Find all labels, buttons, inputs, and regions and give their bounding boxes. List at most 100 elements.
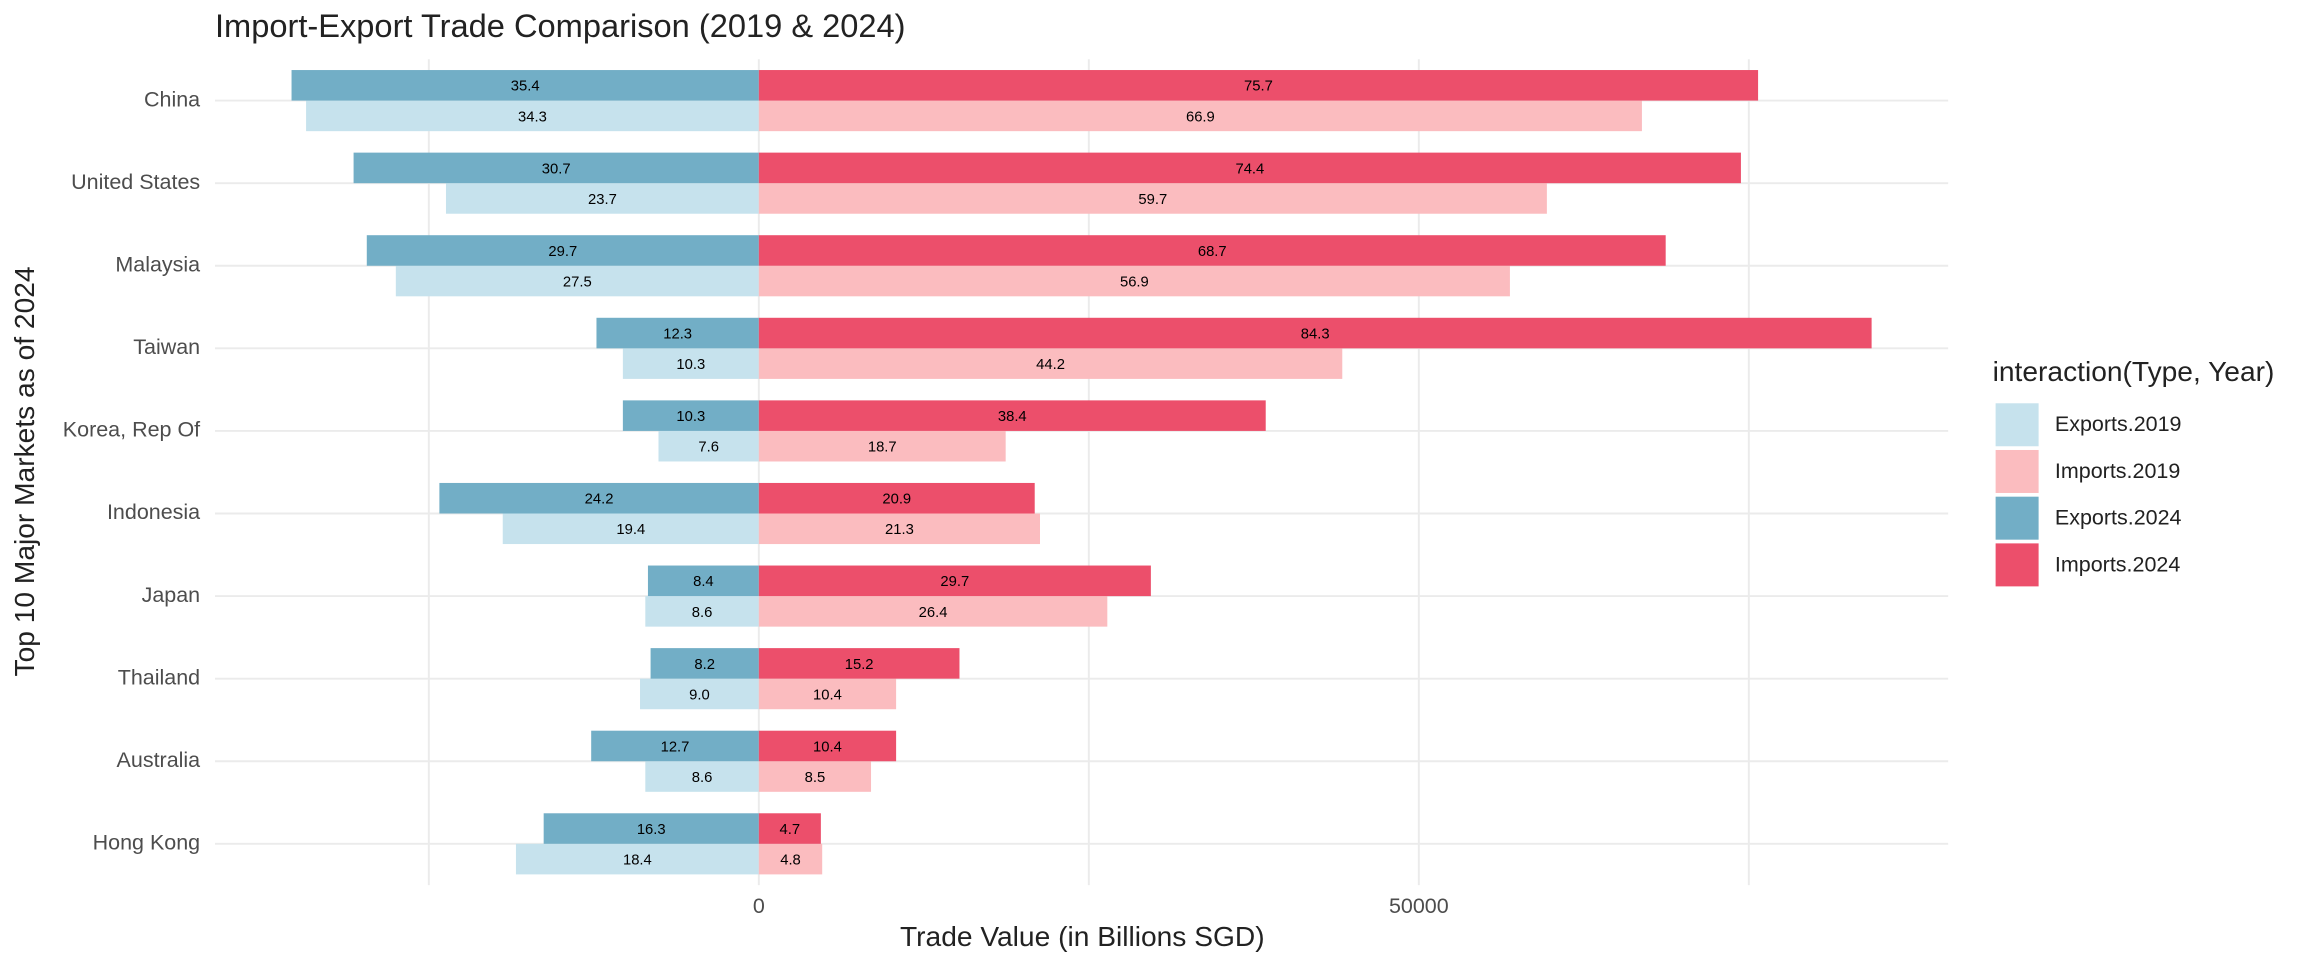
bar — [758, 843, 823, 875]
legend-label: Imports.2024 — [2055, 552, 2180, 576]
legend-key — [1995, 496, 2039, 540]
value-label: 44.2 — [1036, 357, 1065, 373]
bar — [439, 482, 759, 514]
bar — [622, 348, 759, 379]
bar — [640, 678, 759, 710]
value-label: 19.4 — [616, 522, 645, 538]
bar — [758, 482, 1035, 514]
bar — [758, 596, 1108, 627]
value-label: 4.7 — [780, 822, 801, 838]
bar — [758, 235, 1666, 266]
value-label: 75.7 — [1244, 79, 1273, 95]
value-label: 12.3 — [663, 326, 692, 342]
value-label: 4.8 — [780, 853, 801, 869]
bar — [596, 317, 759, 349]
bar — [758, 400, 1266, 431]
bar — [758, 183, 1547, 214]
bar — [645, 761, 759, 792]
value-label: 66.9 — [1186, 109, 1215, 125]
value-label: 27.5 — [563, 274, 592, 290]
value-label: 18.4 — [623, 853, 652, 869]
bar — [366, 235, 759, 266]
bar — [647, 565, 759, 597]
value-label: 29.7 — [940, 574, 969, 590]
bar — [758, 648, 960, 679]
bar — [622, 400, 759, 431]
value-label: 10.4 — [813, 687, 842, 703]
value-label: 10.3 — [676, 357, 705, 373]
y-tick-label: Thailand — [118, 665, 200, 689]
bar — [758, 152, 1741, 184]
value-label: 24.2 — [585, 492, 614, 508]
value-label: 34.3 — [518, 109, 547, 125]
y-axis-label: Top 10 Major Markets as of 2024 — [9, 266, 40, 676]
value-label: 21.3 — [885, 522, 914, 538]
value-label: 8.6 — [692, 605, 713, 621]
bar — [658, 430, 759, 462]
value-label: 74.4 — [1235, 161, 1264, 177]
bar — [395, 265, 759, 297]
value-label: 7.6 — [698, 440, 719, 456]
bar — [645, 596, 759, 627]
bar — [758, 265, 1510, 297]
y-tick-label: Japan — [142, 583, 201, 607]
bar — [306, 100, 759, 132]
bar — [758, 678, 897, 710]
legend-label: Exports.2019 — [2055, 412, 2182, 436]
value-label: 10.4 — [813, 739, 842, 755]
value-label: 35.4 — [511, 79, 540, 95]
value-label: 23.7 — [588, 192, 617, 208]
bar — [758, 430, 1006, 462]
bar — [758, 761, 872, 792]
bar — [502, 513, 759, 545]
y-tick-label: Taiwan — [133, 335, 200, 359]
bar — [758, 565, 1151, 597]
bar — [591, 730, 759, 762]
value-label: 9.0 — [689, 687, 710, 703]
bar — [758, 317, 1872, 349]
x-tick-label: 0 — [753, 894, 765, 918]
value-label: 20.9 — [882, 492, 911, 508]
bar — [758, 70, 1759, 101]
value-label: 56.9 — [1120, 274, 1149, 290]
y-tick-label: Malaysia — [115, 252, 200, 276]
bar — [758, 513, 1040, 545]
bar — [445, 183, 759, 214]
value-label: 30.7 — [542, 161, 571, 177]
y-tick-label: Hong Kong — [93, 831, 201, 855]
y-tick-label: Indonesia — [107, 500, 200, 524]
bar — [758, 100, 1642, 132]
bar — [758, 348, 1343, 379]
legend-key — [1995, 543, 2039, 587]
bar — [758, 813, 821, 844]
value-label: 29.7 — [548, 244, 577, 260]
legend-label: Exports.2024 — [2055, 506, 2182, 530]
value-label: 8.2 — [694, 657, 715, 673]
value-label: 84.3 — [1301, 326, 1330, 342]
value-label: 8.4 — [693, 574, 714, 590]
value-label: 8.5 — [805, 770, 826, 786]
legend-key — [1995, 403, 2039, 447]
value-label: 26.4 — [919, 605, 948, 621]
value-label: 68.7 — [1198, 244, 1227, 260]
bar — [650, 648, 759, 679]
x-tick-label: 50000 — [1389, 894, 1449, 918]
legend-key — [1995, 449, 2039, 493]
bar — [758, 730, 897, 762]
value-label: 10.3 — [676, 409, 705, 425]
y-tick-label: United States — [71, 170, 200, 194]
value-label: 16.3 — [637, 822, 666, 838]
bar — [515, 843, 759, 875]
y-tick-label: Australia — [117, 748, 201, 772]
bar — [353, 152, 759, 184]
value-label: 18.7 — [868, 440, 897, 456]
legend-label: Imports.2019 — [2055, 459, 2180, 483]
value-label: 12.7 — [661, 739, 690, 755]
y-tick-label: China — [144, 87, 200, 111]
bar — [291, 70, 759, 101]
value-label: 15.2 — [845, 657, 874, 673]
chart-title: Import-Export Trade Comparison (2019 & 2… — [215, 7, 906, 44]
value-label: 8.6 — [692, 770, 713, 786]
bar — [543, 813, 759, 844]
